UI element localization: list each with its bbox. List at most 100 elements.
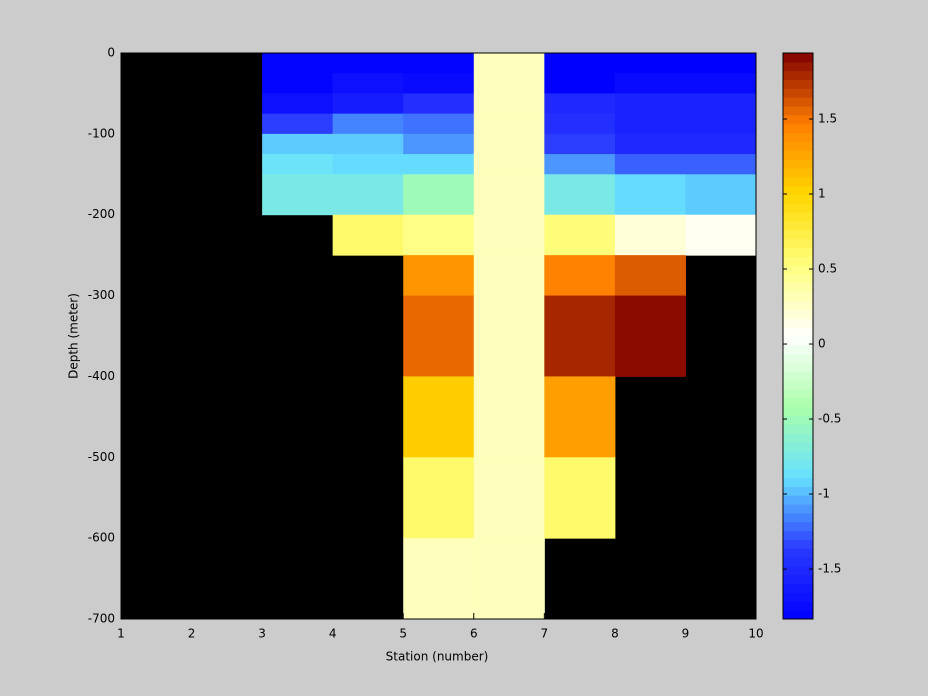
y-axis-label: Depth (meter) [67,293,81,379]
heatmap-cell [473,93,545,115]
heatmap-cell [544,457,616,539]
x-tick-label: 6 [470,627,478,641]
colorbar-swatch [783,601,813,611]
heatmap-cell [473,538,545,620]
y-tick-label: -400 [88,369,115,383]
colorbar-swatch [783,450,813,461]
colorbar-swatch [783,282,813,293]
heatmap-cell [403,154,475,175]
heatmap-cell [544,174,616,216]
heatmap-cell [614,93,686,115]
heatmap-cell [332,73,404,94]
heatmap-cell [262,73,334,94]
heatmap-cell [544,133,616,155]
heatmap-cell [473,295,545,377]
heatmap-cell [473,255,545,297]
heatmap-cell [544,214,616,256]
colorbar-swatch [783,406,813,417]
heatmap-cell [473,53,545,74]
x-tick-label: 5 [399,627,407,641]
colorbar-swatch [783,79,813,89]
heatmap-cell [332,53,404,74]
colorbar-tick-label: 0.5 [818,262,837,276]
colorbar-swatch [783,344,813,355]
colorbar-swatch [783,557,813,567]
colorbar-swatch [783,468,813,478]
colorbar-swatch [783,159,813,169]
colorbar-tick-label: -0.5 [818,412,841,426]
colorbar-swatch [783,459,813,470]
colorbar-swatch [783,592,813,602]
heatmap-cell [332,154,404,175]
x-tick-label: 2 [188,627,196,641]
heatmap-cell [544,154,616,175]
heatmap-cell [332,133,404,155]
colorbar-swatch [783,229,813,240]
colorbar-swatch [783,203,813,213]
colorbar-swatch [783,291,813,302]
heatmap-cell [262,174,334,216]
heatmap-cell [262,53,334,74]
colorbar-swatch [783,495,813,505]
colorbar-swatch [783,123,813,134]
y-tick-label: -300 [88,288,115,302]
colorbar-swatch [783,512,813,523]
colorbar-swatch [783,97,813,107]
colorbar-swatch [783,583,813,593]
heatmap-cell [262,93,334,115]
colorbar-swatch [783,539,813,549]
colorbar-swatch [783,415,813,425]
heatmap-cell [332,214,404,256]
colorbar-swatch [783,371,813,381]
colorbar-swatch [783,521,813,532]
heatmap-cell [544,376,616,458]
colorbar-swatch [783,362,813,372]
colorbar-swatch [783,486,813,496]
colorbar-swatch [783,176,813,187]
colorbar-swatch [783,150,813,160]
y-tick-label: -500 [88,450,115,464]
x-tick-label: 10 [748,627,763,641]
colorbar-swatch [783,106,813,116]
colorbar-swatch [783,132,813,142]
colorbar-swatch [783,309,813,319]
colorbar-swatch [783,221,813,231]
heatmap-cell [403,113,475,135]
x-tick-label: 9 [682,627,690,641]
heatmap-cell [544,73,616,94]
colorbar-swatch [783,574,813,585]
heatmap-cell [473,113,545,135]
colorbar-swatch [783,504,813,514]
heatmap-cell [685,174,757,216]
x-tick-label: 3 [258,627,266,641]
y-tick-label: -100 [88,126,115,140]
colorbar-swatch [783,238,813,249]
heatmap-cell [685,93,757,115]
colorbar-swatch [783,167,813,178]
colorbar-swatch [783,194,813,204]
x-tick-label: 8 [611,627,619,641]
heatmap-cell [473,174,545,216]
heatmap-cell [614,295,686,377]
heatmap-cell [473,73,545,94]
heatmap-cell [403,133,475,155]
colorbar-swatch [783,61,813,72]
y-tick-label: 0 [107,46,115,60]
heatmap-cell [262,113,334,135]
heatmap-cell [403,295,475,377]
colorbar-swatch [783,565,813,576]
heatmap-cell [685,53,757,74]
heatmap-cell [544,295,616,377]
colorbar-swatch [783,53,813,63]
x-axis-label: Station (number) [386,650,489,664]
heatmap-cell [473,457,545,539]
heatmap-cell [685,113,757,135]
colorbar-swatch [783,256,813,266]
colorbar-swatch [783,336,813,346]
colorbar-swatch [783,389,813,399]
colorbar-tick-label: -1.5 [818,562,841,576]
colorbar-swatch [783,442,813,452]
heatmap-cell [685,133,757,155]
x-tick-label: 1 [117,627,125,641]
heatmap-cell [614,53,686,74]
